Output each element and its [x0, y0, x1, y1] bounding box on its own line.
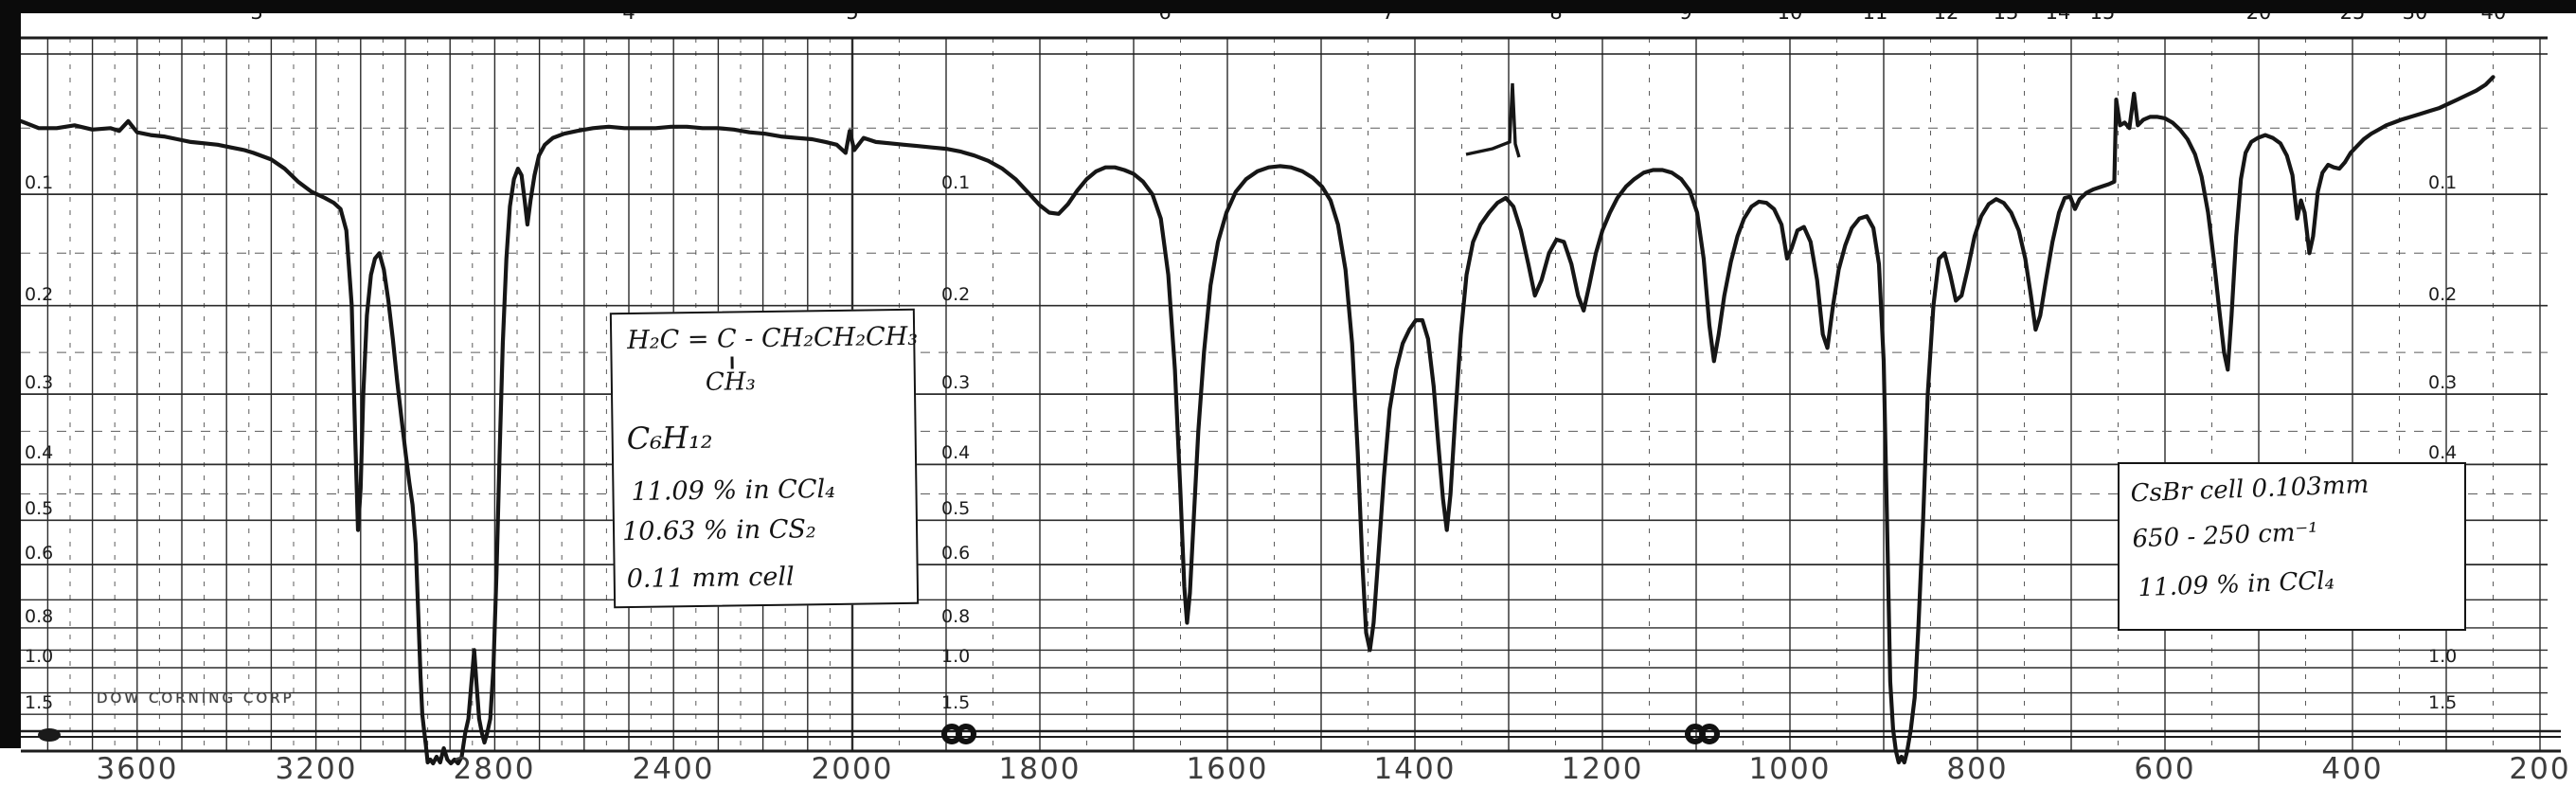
- spectrum-trace: [19, 75, 2496, 766]
- absorbance-tick-label: 0.8: [25, 606, 54, 627]
- absorbance-tick-label: 0.2: [25, 284, 54, 305]
- punch-mark: [956, 724, 976, 744]
- csbr-annotation-box: CsBr cell 0.103mm 650 - 250 cm⁻¹ 11.09 %…: [2118, 462, 2466, 631]
- absorbance-tick-label: 0.1: [2428, 172, 2458, 193]
- pen-glitch-artifact: [1465, 82, 1521, 158]
- absorbance-tick-label: 1.5: [25, 692, 54, 713]
- absorbance-tick-label: 0.5: [941, 498, 971, 519]
- absorbance-tick-label: 1.0: [941, 646, 971, 667]
- absorbance-tick-label: 1.5: [941, 692, 971, 713]
- absorbance-tick-label: 0.1: [25, 172, 54, 193]
- wavenumber-tick-label: 1400: [1373, 752, 1457, 786]
- absorbance-tick-label: 0.4: [941, 442, 971, 463]
- absorbance-tick-label: 0.3: [25, 372, 54, 393]
- absorbance-tick-label: 0.4: [2428, 442, 2458, 463]
- absorbance-tick-label: 0.4: [25, 442, 54, 463]
- wavenumber-tick-label: 800: [1946, 752, 2009, 786]
- csbr-concentration-note: 11.09 % in CCl₄: [2138, 566, 2335, 603]
- absorbance-tick-label: 0.2: [941, 284, 971, 305]
- wavenumber-tick-label: 1000: [1748, 752, 1832, 786]
- left-black-bar: [0, 0, 21, 748]
- top-black-bar: [0, 0, 2576, 13]
- bottom-axis-wavenumber-labels: 3600 3200 2800 2400 2000 1800 1600 1400 1200 1000…: [0, 752, 2576, 788]
- wavenumber-tick-label: 400: [2321, 752, 2384, 786]
- absorbance-tick-label: 0.6: [941, 543, 971, 564]
- wavenumber-tick-label: 600: [2134, 752, 2196, 786]
- absorbance-tick-label: 1.0: [25, 646, 54, 667]
- wavenumber-tick-label: 2400: [632, 752, 715, 786]
- absorbance-tick-label: 0.1: [941, 172, 971, 193]
- wavenumber-tick-label: 3200: [275, 752, 358, 786]
- concentration-cs2: 10.63 % in CS₂: [621, 514, 816, 547]
- punch-mark: [38, 728, 61, 742]
- absorbance-tick-label: 0.3: [2428, 372, 2458, 393]
- wavenumber-tick-label: 3600: [96, 752, 179, 786]
- formula-annotation-box: H₂C = C - CH₂CH₂CH₃ CH₃ C₆H₁₂ 11.09 % in…: [609, 308, 920, 609]
- absorbance-tick-label: 1.0: [2428, 646, 2458, 667]
- wavenumber-tick-label: 200: [2509, 752, 2571, 786]
- dow-corning-stamp: DOW CORNING CORP: [97, 690, 295, 707]
- absorbance-tick-label: 0.2: [2428, 284, 2458, 305]
- absorbance-tick-label: 0.3: [941, 372, 971, 393]
- absorbance-tick-label: 1.5: [2428, 692, 2458, 713]
- absorbance-tick-label: 0.5: [25, 498, 54, 519]
- wavenumber-tick-label: 2800: [453, 752, 536, 786]
- cell-path-length: 0.11 mm cell: [626, 562, 795, 595]
- wavenumber-tick-label: 2000: [811, 752, 894, 786]
- wavenumber-tick-label: 1200: [1561, 752, 1644, 786]
- wavenumber-tick-label: 1800: [998, 752, 1082, 786]
- methyl-substituent: CH₃: [705, 367, 757, 397]
- absorbance-tick-label: 0.6: [25, 543, 54, 564]
- structural-formula: H₂C = C - CH₂CH₂CH₃: [627, 321, 919, 356]
- punch-mark: [1699, 724, 1720, 744]
- wavenumber-tick-label: 1600: [1186, 752, 1269, 786]
- absorbance-tick-label: 0.8: [941, 606, 971, 627]
- csbr-range-note: 650 - 250 cm⁻¹: [2132, 517, 2319, 554]
- concentration-ccl4: 11.09 % in CCl₄: [631, 474, 836, 507]
- molecular-formula: C₆H₁₂: [626, 419, 713, 457]
- csbr-cell-note: CsBr cell 0.103mm: [2130, 470, 2370, 509]
